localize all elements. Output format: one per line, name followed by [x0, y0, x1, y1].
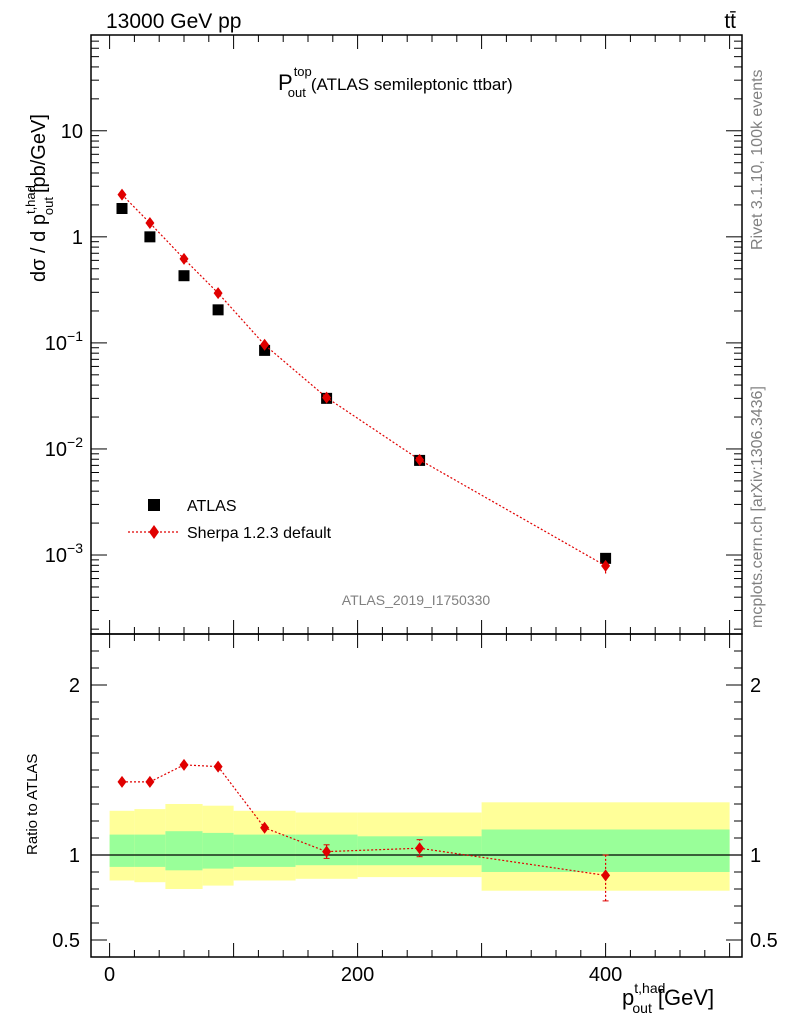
- legend-sherpa-label: Sherpa 1.2.3 default: [187, 525, 332, 542]
- sherpa-point-7: [601, 559, 611, 572]
- ratio-point-2: [179, 758, 189, 771]
- main-y-label: dσ / d pt,had out [pb/GeV]: [23, 114, 56, 282]
- sherpa-point-5: [322, 391, 332, 404]
- rivet-label: Rivet 3.1.10, 100k events: [749, 69, 766, 250]
- ratio-y-tick-label-right-0: 2: [750, 675, 761, 697]
- legend-atlas-marker: [148, 499, 160, 511]
- energy-label: 13000 GeV pp: [106, 10, 241, 33]
- tick-mantissa: 10: [45, 439, 67, 461]
- ratio-point-5: [322, 845, 332, 858]
- atlas-point-1: [144, 231, 156, 243]
- ratio-point-3: [213, 760, 223, 773]
- main-y-tick-label-0: 10: [61, 121, 83, 143]
- x-tick-label-2: 400: [589, 964, 622, 986]
- atlas-point-3: [212, 304, 224, 316]
- band-inner-1: [134, 834, 166, 867]
- band-inner-3: [202, 832, 234, 869]
- sherpa-point-6: [415, 453, 425, 466]
- band-inner-0: [109, 834, 135, 867]
- ratio-point-0: [117, 775, 127, 788]
- main-y-tick-label-3: 10−2: [45, 434, 83, 461]
- legend: ATLAS Sherpa 1.2.3 default: [128, 498, 332, 542]
- title-sup: top: [294, 64, 312, 79]
- band-inner-7: [481, 829, 730, 872]
- ratio-y-tick-label-right-1: 1: [750, 845, 761, 867]
- xlabel-sub: out: [632, 1000, 652, 1016]
- atlas-point-2: [178, 270, 190, 282]
- ratio-y-tick-label-right-2: 0.5: [750, 930, 778, 952]
- x-tick-label-0: 0: [104, 964, 115, 986]
- process-label: tt̄: [724, 10, 736, 33]
- ratio-marks: [117, 758, 611, 902]
- main-marks: [116, 188, 612, 574]
- xlabel-sup: t,had: [634, 980, 665, 996]
- tick-exponent: −3: [67, 540, 83, 556]
- analysis-id: ATLAS_2019_I1750330: [342, 592, 491, 608]
- x-tick-label-1: 200: [341, 964, 374, 986]
- tick-exponent: −2: [67, 434, 83, 450]
- main-frame: [90, 34, 743, 635]
- title-sub: out: [288, 85, 306, 100]
- main-y-tick-label-1: 1: [72, 227, 83, 249]
- ratio-y-tick-label-left-1: 1: [69, 845, 80, 867]
- main-title: Ptop out (ATLAS semileptonic ttbar): [278, 64, 513, 100]
- title-main: P: [278, 70, 293, 95]
- ylabel-sup: t,had: [23, 185, 38, 214]
- ratio-line: [122, 764, 606, 876]
- sherpa-point-1: [145, 217, 155, 230]
- main-y-tick-label-4: 10−3: [45, 540, 83, 567]
- atlas-point-0: [116, 203, 128, 215]
- sherpa-point-2: [179, 252, 189, 265]
- ylabel-sub: out: [41, 197, 56, 215]
- atlas-point-7: [600, 552, 612, 564]
- tick-exponent: −1: [67, 328, 83, 344]
- tick-mantissa: 10: [45, 333, 67, 355]
- sherpa-line: [121, 194, 606, 567]
- x-axis-label: pt,had out [GeV]: [622, 980, 714, 1016]
- ratio-point-4: [260, 821, 270, 834]
- legend-atlas-label: ATLAS: [187, 498, 237, 515]
- tick-mantissa: 10: [45, 545, 67, 567]
- mcplots-label: mcplots.cern.ch [arXiv:1306.3436]: [749, 386, 766, 628]
- sherpa-point-4: [260, 338, 270, 351]
- ylabel-prefix: dσ / d p: [28, 214, 50, 282]
- legend-sherpa-marker: [149, 525, 159, 539]
- ratio-y-tick-label-left-0: 2: [69, 675, 80, 697]
- xlabel-prefix: p: [622, 985, 634, 1010]
- sherpa-point-3: [213, 287, 223, 300]
- sherpa-point-0: [117, 188, 127, 201]
- ratio-point-1: [145, 775, 155, 788]
- band-inner-2: [165, 831, 203, 871]
- ylabel-unit: [pb/GeV]: [28, 114, 50, 193]
- ratio-frame: [90, 633, 743, 958]
- band-inner-4: [233, 834, 296, 867]
- ratio-y-label: Ratio to ATLAS: [24, 754, 41, 855]
- ratio-point-7: [601, 869, 611, 882]
- main-y-tick-label-2: 10−1: [45, 328, 83, 355]
- ratio-y-tick-label-left-2: 0.5: [52, 930, 80, 952]
- ratio-point-6: [415, 842, 425, 855]
- title-rest: (ATLAS semileptonic ttbar): [311, 75, 513, 94]
- xlabel-unit: [GeV]: [658, 985, 714, 1010]
